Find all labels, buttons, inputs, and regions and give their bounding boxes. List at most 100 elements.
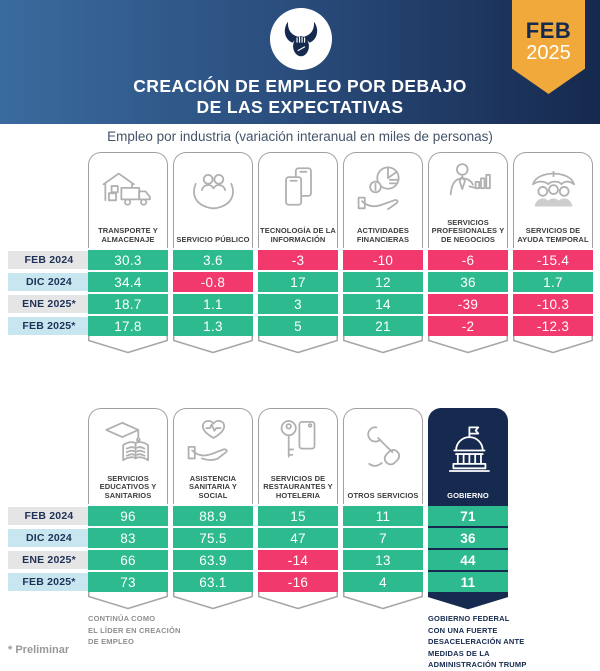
industry-card: OTROS SERVICIOS — [343, 408, 423, 504]
value-cells: -6 36 -39 -2 — [428, 248, 508, 336]
value-cell: -10.3 — [513, 294, 593, 314]
row-label: FEB 2024 — [8, 507, 97, 525]
industry-card: GOBIERNO — [428, 408, 508, 504]
value-cell: 4 — [343, 572, 423, 592]
umbrella-people-icon — [525, 153, 582, 227]
value-cells: -10 12 14 21 — [343, 248, 423, 336]
gradcap-book-icon — [100, 409, 157, 475]
value-cell: 83 — [88, 528, 168, 548]
industry-label: GOBIERNO — [447, 490, 489, 500]
value-cell: 47 — [258, 528, 338, 548]
value-cell: 12 — [343, 272, 423, 292]
value-cell: 3.6 — [173, 250, 253, 270]
industry-columns: SERVICIOS EDUCATIVOS Y SANITARIOS 96 83 66 7… — [88, 408, 526, 671]
hands-people-icon — [185, 153, 242, 236]
value-cells: 71 36 44 11 — [428, 504, 508, 592]
value-cell: 17 — [258, 272, 338, 292]
industry-column: SERVICIOS DE AYUDA TEMPORAL -15.4 1.7 -10.3… — [513, 152, 593, 354]
column-tail — [88, 336, 168, 354]
industry-card: SERVICIO PÚBLICO — [173, 152, 253, 248]
value-cell: 1.1 — [173, 294, 253, 314]
industry-column: TRANSPORTE Y ALMACENAJE 30.3 34.4 18.7 17.8 — [88, 152, 168, 354]
industry-column: SERVICIOS PROFESIONALES Y DE NEGOCIOS -6 3… — [428, 152, 508, 354]
header-banner: CREACIÓN DE EMPLEO POR DEBAJO DE LAS EXP… — [0, 0, 600, 124]
row-label: FEB 2025* — [8, 317, 97, 335]
column-annotation: GOBIERNO FEDERAL CON UNA FUERTE DESACELERA… — [428, 614, 527, 669]
row-label: FEB 2025* — [8, 573, 97, 591]
value-cell: 75.5 — [173, 528, 253, 548]
industry-column: SERVICIOS DE RESTAURANTES Y HOTELERIA 15 4… — [258, 408, 338, 671]
value-cells: 30.3 34.4 18.7 17.8 — [88, 248, 168, 336]
warehouse-truck-icon — [100, 153, 157, 227]
value-cell: 36 — [428, 528, 508, 548]
value-cell: 34.4 — [88, 272, 168, 292]
column-tail — [428, 592, 508, 610]
value-cells: -3 17 3 5 — [258, 248, 338, 336]
industry-column: SERVICIO PÚBLICO 3.6 -0.8 1.1 1.3 — [173, 152, 253, 354]
hand-piechart-icon — [355, 153, 412, 227]
bull-icon — [284, 21, 318, 57]
industry-label: OTROS SERVICIOS — [347, 490, 419, 500]
column-tail — [343, 592, 423, 610]
industry-column: ASISTENCIA SANITARIA Y SOCIAL 88.9 75.5 63.… — [173, 408, 253, 671]
value-cells: 88.9 75.5 63.9 63.1 — [173, 504, 253, 592]
column-tail — [513, 336, 593, 354]
column-tail — [173, 592, 253, 610]
value-cell: 71 — [428, 506, 508, 526]
person-barchart-icon — [440, 153, 497, 219]
hand-heart-icon — [185, 409, 242, 475]
capitol-icon — [440, 409, 497, 492]
chart-subtitle: Empleo por industria (variación interanu… — [107, 129, 493, 144]
value-cell: 5 — [258, 316, 338, 336]
value-cell: -15.4 — [513, 250, 593, 270]
column-tail — [258, 336, 338, 354]
value-cell: 3 — [258, 294, 338, 314]
value-cell: -3 — [258, 250, 338, 270]
industry-card: ACTIVIDADES FINANCIERAS — [343, 152, 423, 248]
column-tail — [428, 336, 508, 354]
value-cell: 1.7 — [513, 272, 593, 292]
title-line-1: CREACIÓN DE EMPLEO POR DEBAJO — [133, 76, 467, 96]
footnote-preliminar: * Preliminar — [8, 644, 70, 656]
column-tail — [88, 592, 168, 610]
industry-label: ASISTENCIA SANITARIA Y SOCIAL — [188, 473, 238, 500]
value-cell: 36 — [428, 272, 508, 292]
key-tag-icon — [270, 409, 327, 475]
value-cell: 1.3 — [173, 316, 253, 336]
industry-card: TECNOLOGÍA DE LA INFORMACIÓN — [258, 152, 338, 248]
industry-card: SERVICIOS DE AYUDA TEMPORAL — [513, 152, 593, 248]
industry-label: SERVICIOS PROFESIONALES Y DE NEGOCIOS — [431, 217, 505, 244]
industry-card: SERVICIOS DE RESTAURANTES Y HOTELERIA — [258, 408, 338, 504]
value-cell: -10 — [343, 250, 423, 270]
value-cell: -14 — [258, 550, 338, 570]
column-tail — [258, 592, 338, 610]
value-cell: 88.9 — [173, 506, 253, 526]
value-cell: 73 — [88, 572, 168, 592]
value-cell: 63.1 — [173, 572, 253, 592]
value-cell: -2 — [428, 316, 508, 336]
industry-label: TRANSPORTE Y ALMACENAJE — [98, 226, 158, 244]
row-label: ENE 2025* — [8, 295, 97, 313]
industry-label: SERVICIOS EDUCATIVOS Y SANITARIOS — [99, 473, 157, 500]
value-cells: 3.6 -0.8 1.1 1.3 — [173, 248, 253, 336]
value-cell: -12.3 — [513, 316, 593, 336]
industry-label: ACTIVIDADES FINANCIERAS — [356, 226, 410, 244]
bull-logo-icon — [270, 8, 332, 70]
value-cells: 96 83 66 73 — [88, 504, 168, 592]
industry-column: ACTIVIDADES FINANCIERAS -10 12 14 21 — [343, 152, 423, 354]
industry-card: SERVICIOS PROFESIONALES Y DE NEGOCIOS — [428, 152, 508, 248]
industry-column: OTROS SERVICIOS 11 7 13 4 — [343, 408, 423, 671]
value-cell: 14 — [343, 294, 423, 314]
value-cell: -16 — [258, 572, 338, 592]
ribbon-month: FEB — [525, 18, 572, 43]
row-label: DIC 2024 — [8, 529, 97, 547]
industry-columns: TRANSPORTE Y ALMACENAJE 30.3 34.4 18.7 17.8 S… — [88, 152, 593, 354]
value-cell: 63.9 — [173, 550, 253, 570]
value-cell: 21 — [343, 316, 423, 336]
row-labels: FEB 2024 DIC 2024 ENE 2025* FEB 2025* — [8, 507, 97, 595]
industry-label: TECNOLOGÍA DE LA INFORMACIÓN — [260, 226, 336, 244]
page-title: CREACIÓN DE EMPLEO POR DEBAJO DE LAS EXP… — [0, 76, 600, 118]
row-label: DIC 2024 — [8, 273, 97, 291]
industry-card: TRANSPORTE Y ALMACENAJE — [88, 152, 168, 248]
